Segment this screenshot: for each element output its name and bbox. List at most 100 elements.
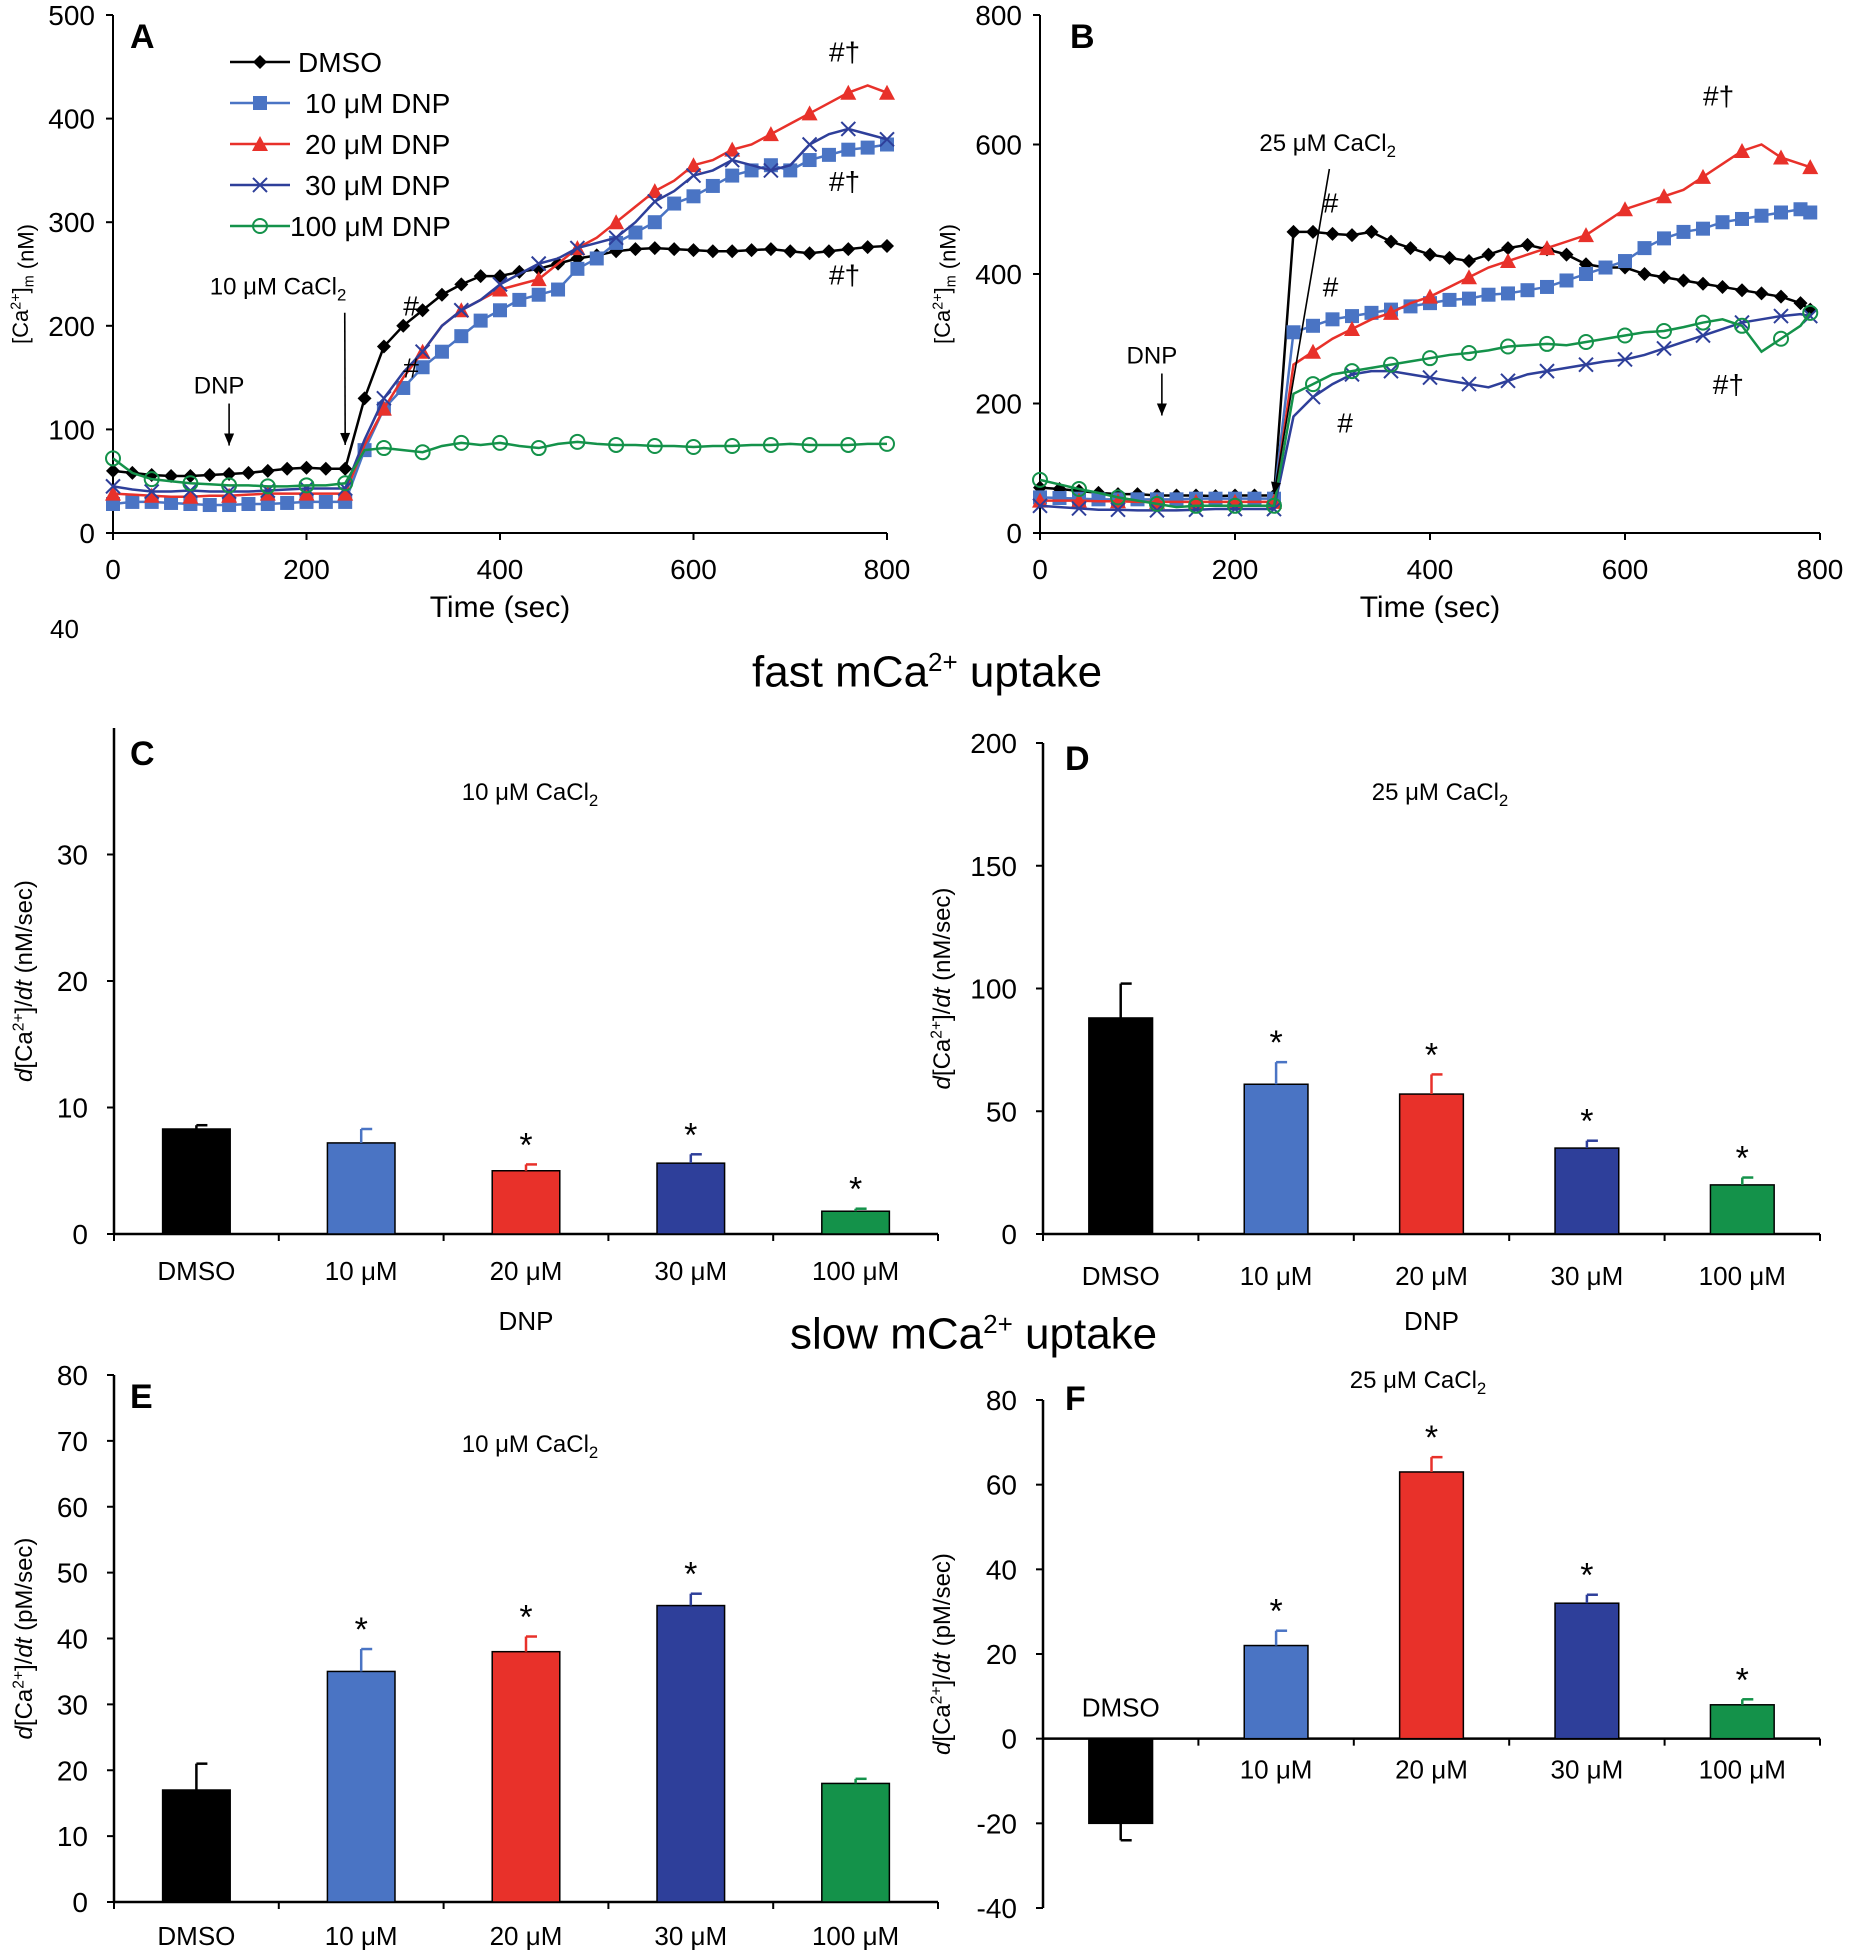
panel-b-data-point <box>1754 208 1769 223</box>
panel-e-significance-star: * <box>519 1599 532 1637</box>
panel-a-series-line <box>112 440 887 488</box>
panel-c-ytick-label: 10 <box>57 1093 88 1124</box>
panel-a-data-point <box>762 126 779 142</box>
panel-b-data-point <box>1773 330 1789 347</box>
panel-a-data-point <box>531 287 546 302</box>
panel-b-data-point <box>1500 373 1516 389</box>
legend-marker <box>252 136 268 151</box>
panel-b-data-point <box>1539 240 1555 256</box>
panel-a-data-point <box>686 243 701 258</box>
panel-e-category-label: 100 μM <box>812 1921 899 1951</box>
panel-b-dnp-arrow-head <box>1156 403 1167 416</box>
panel-a-data-point <box>280 461 295 476</box>
panel-a-data-point <box>802 246 817 261</box>
panel-b-data-point <box>1461 344 1477 361</box>
panel-a-data-point <box>608 230 624 246</box>
legend-label: DMSO <box>298 47 382 78</box>
panel-b-data-point <box>1306 224 1320 239</box>
panel-b-data-point <box>1540 279 1554 294</box>
panel-d-bar <box>1398 1093 1465 1235</box>
panel-b-data-point <box>1422 369 1438 386</box>
panel-f-ytick-label: 0 <box>1001 1724 1017 1755</box>
panel-a-data-point <box>222 466 237 481</box>
panel-a-data-point <box>318 494 333 509</box>
panel-b-data-point <box>1247 491 1262 506</box>
panel-d-subtitle: 25 μM CaCl2 <box>1372 779 1509 810</box>
legend-marker <box>253 55 267 69</box>
panel-d-significance-star: * <box>1425 1036 1438 1074</box>
panel-b-data-point <box>1734 314 1750 331</box>
panel-b-data-point <box>1501 241 1515 256</box>
panel-a-data-point <box>143 483 160 500</box>
panel-a-xlabel: Time (sec) <box>430 591 571 624</box>
slow-uptake-title: slow mCa2+ uptake <box>790 1309 1157 1360</box>
panel-b-data-point <box>1462 254 1476 269</box>
panel-b-data-point <box>1286 224 1301 239</box>
panel-d-significance-star: * <box>1736 1140 1749 1178</box>
panel-a-data-point <box>744 243 759 258</box>
panel-b-data-point <box>1345 309 1359 324</box>
panel-b-data-point <box>1208 491 1223 506</box>
panel-b-xtick-label: 600 <box>1602 554 1649 585</box>
panel-a-data-point <box>880 239 894 254</box>
panel-f-ylabel: d[Ca2+]/dt (pM/sec) <box>929 1553 956 1755</box>
panel-a-data-point <box>492 434 508 451</box>
panel-d-category-label: 20 μM <box>1395 1261 1468 1291</box>
panel-a-data-point <box>569 433 586 450</box>
panel-a-data-point <box>241 465 256 480</box>
panel-b-data-point <box>1657 270 1671 285</box>
panel-a-data-point <box>299 460 314 475</box>
panel-f-subtitle: 25 μM CaCl2 <box>1350 1367 1487 1398</box>
panel-f-ytick-label: 60 <box>986 1470 1017 1501</box>
panel-a-data-point <box>608 436 625 453</box>
panel-d-ytick-label: 200 <box>970 728 1017 759</box>
panel-b-data-point <box>1461 269 1477 285</box>
panel-b-data-point <box>1091 492 1106 507</box>
panel-a-data-point <box>725 168 740 183</box>
panel-a-data-point <box>414 343 431 360</box>
panel-b-data-point <box>1403 241 1418 256</box>
panel-a-data-point <box>762 436 779 453</box>
panel-f-category-label: 20 μM <box>1395 1755 1468 1785</box>
panel-a-data-point <box>801 436 818 453</box>
panel-d-bar <box>1709 1184 1775 1235</box>
panel-a-ytick-label: 500 <box>48 0 95 31</box>
panel-b-data-point <box>1481 247 1496 262</box>
panel-a-ytick-label: 100 <box>48 414 95 445</box>
panel-b-data-point <box>1305 376 1321 393</box>
panel-c-ytick-label: 20 <box>57 966 88 997</box>
panel-b-data-point <box>1656 322 1672 339</box>
panel-b-data-point <box>1227 501 1243 517</box>
panel-b-data-point <box>1423 247 1437 262</box>
panel-a-xtick-label: 800 <box>864 554 911 585</box>
panel-a-data-point <box>705 178 720 193</box>
panel-a-xtick-label: 0 <box>105 554 121 585</box>
panel-b-data-point <box>1676 224 1691 239</box>
panel-a-data-point <box>357 391 372 406</box>
panel-b-data-point <box>1539 363 1555 379</box>
panel-b-data-point <box>1539 335 1555 352</box>
panel-b-annotation: #† <box>1703 81 1734 112</box>
panel-a-ytick-label: 0 <box>79 518 95 549</box>
panel-a-data-point <box>182 475 199 492</box>
panel-b-data-point <box>1286 325 1301 340</box>
panel-b-data-point <box>1032 492 1048 508</box>
panel-c-bar <box>821 1210 891 1235</box>
panel-a-data-point <box>453 434 470 451</box>
panel-a-data-point <box>143 487 160 503</box>
panel-a-data-point <box>628 242 643 257</box>
panel-d-category-label: DMSO <box>1082 1261 1160 1291</box>
panel-a-ytick-label: 300 <box>48 207 95 238</box>
legend-marker <box>252 218 268 234</box>
panel-b-data-point <box>1481 287 1496 302</box>
fast-title-sup: 2+ <box>928 647 958 677</box>
panel-f-significance-star: * <box>1580 1557 1593 1595</box>
panel-a-data-point <box>318 461 333 476</box>
panel-a-data-point <box>492 281 508 297</box>
panel-b-data-point <box>1325 312 1340 327</box>
panel-b-data-point <box>1696 221 1710 236</box>
panel-b-data-point <box>1802 159 1819 175</box>
panel-a-annotation: #† <box>829 259 860 290</box>
panel-a-data-point <box>280 495 295 510</box>
panel-c-category-label: 100 μM <box>812 1256 899 1286</box>
